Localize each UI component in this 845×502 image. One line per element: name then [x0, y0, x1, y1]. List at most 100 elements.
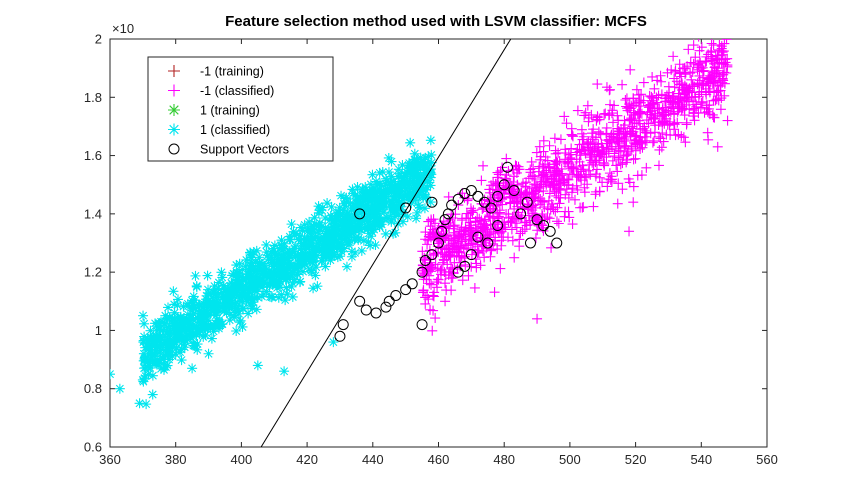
class-1-point	[224, 301, 235, 312]
x-tick-label: 380	[165, 452, 187, 467]
class-1-point	[281, 265, 292, 276]
class-minus1-point	[433, 247, 444, 258]
class-minus1-point	[607, 155, 618, 166]
class-minus1-point	[566, 123, 577, 134]
class-1-point	[289, 243, 300, 254]
class-1-point	[203, 315, 214, 326]
legend-entry-label: 1 (classified)	[200, 123, 270, 137]
legend-box	[147, 56, 334, 162]
class-1-point	[425, 135, 436, 146]
class-1-point	[147, 350, 158, 361]
class-1-point	[363, 228, 374, 239]
class-minus1-point	[664, 87, 675, 98]
class-1-point	[236, 276, 247, 287]
support-vector	[383, 295, 395, 307]
class-1-point	[180, 326, 191, 337]
class-minus1-point	[451, 250, 462, 261]
class-1-point	[235, 315, 246, 326]
class-1-point	[349, 234, 360, 245]
class-1-point	[170, 348, 181, 359]
class-minus1-point	[665, 130, 676, 141]
class-1-point	[414, 189, 425, 200]
class-minus1-point	[563, 206, 574, 217]
class-1-point	[213, 277, 224, 288]
class-1-point	[162, 360, 173, 371]
class-1-point	[394, 197, 405, 208]
class-minus1-point	[494, 205, 505, 216]
class-1-point	[376, 219, 387, 230]
class-minus1-point	[624, 226, 635, 237]
class-1-point	[400, 180, 411, 191]
class-minus1-point	[601, 122, 612, 133]
class-1-point	[285, 272, 296, 283]
class-minus1-point	[710, 61, 721, 72]
support-vector	[419, 254, 431, 266]
class-1-point	[320, 222, 331, 233]
class-minus1-point	[446, 262, 457, 273]
class-1-point	[374, 167, 385, 178]
class-minus1-point	[430, 313, 441, 324]
class-1-point	[137, 374, 148, 385]
class-1-point	[196, 306, 207, 317]
class-1-point	[381, 173, 392, 184]
class-1-point	[178, 301, 189, 312]
class-1-point	[380, 191, 391, 202]
class-minus1-point	[539, 214, 550, 225]
support-vector	[433, 237, 444, 249]
class-1-point	[372, 206, 383, 217]
class-1-point	[237, 321, 248, 332]
class-1-point	[305, 238, 316, 249]
class-1-point	[247, 303, 258, 314]
class-1-point	[335, 242, 346, 253]
class-1-point	[379, 207, 390, 218]
class-1-point	[318, 234, 329, 245]
class-1-point	[351, 202, 362, 213]
class-1-point	[351, 223, 362, 234]
class-minus1-point	[454, 242, 465, 253]
class-1-point	[243, 288, 254, 299]
class-minus1-point	[705, 70, 716, 81]
class-minus1-point	[576, 166, 587, 177]
class-minus1-point	[495, 263, 506, 274]
class-minus1-point	[535, 181, 546, 192]
class-1-point	[261, 247, 272, 258]
class-minus1-point	[631, 84, 642, 95]
class-minus1-point	[456, 240, 467, 251]
class-1-point	[169, 299, 180, 310]
class-minus1-point	[686, 74, 697, 85]
class-minus1-point	[511, 222, 522, 233]
class-1-point	[199, 305, 210, 316]
class-1-point	[273, 257, 284, 268]
class-1-point	[205, 322, 216, 333]
class-minus1-point	[427, 290, 438, 301]
class-1-point	[282, 289, 293, 300]
class-1-point	[328, 249, 339, 260]
class-1-point	[252, 360, 263, 371]
class-1-point	[368, 211, 379, 222]
class-minus1-point	[503, 165, 514, 176]
class-1-point	[370, 189, 381, 200]
class-1-point	[365, 179, 376, 190]
class-1-point	[273, 292, 284, 303]
class-1-point	[380, 178, 391, 189]
class-1-point	[356, 224, 367, 235]
class-1-point	[312, 250, 323, 261]
class-minus1-point	[636, 138, 647, 149]
class-minus1-point	[631, 131, 642, 142]
class-minus1-point	[582, 138, 593, 149]
class-minus1-point	[619, 134, 630, 145]
support-vector	[400, 284, 412, 296]
legend-entry-label: -1 (training)	[200, 65, 264, 79]
class-1-point	[324, 215, 335, 226]
class-1-point	[151, 321, 162, 332]
class-1-point	[410, 164, 421, 175]
decision-boundary-line	[260, 39, 512, 447]
class-minus1-point	[679, 110, 690, 121]
class-minus1-point	[603, 146, 614, 157]
class-1-point	[276, 272, 287, 283]
class-1-point	[363, 236, 374, 247]
class-1-point	[139, 363, 150, 374]
support-vector	[337, 319, 349, 331]
class-minus1-point	[689, 103, 700, 114]
class-minus1-point	[624, 99, 635, 110]
